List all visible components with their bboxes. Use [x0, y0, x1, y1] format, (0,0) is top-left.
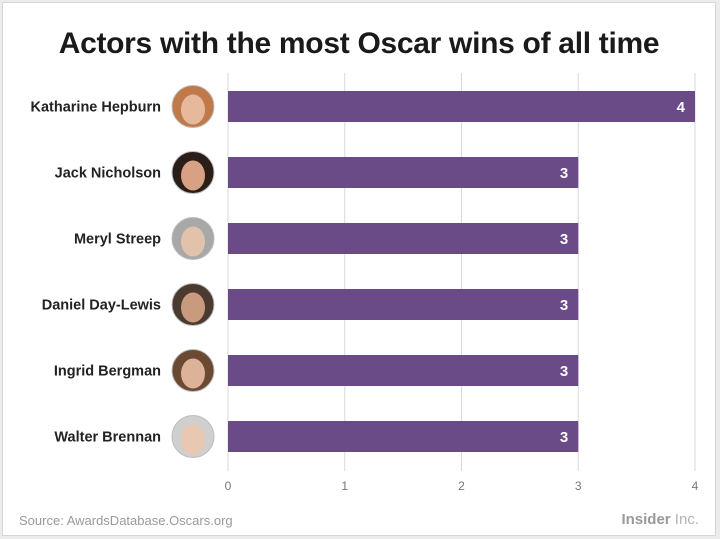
avatar-face	[181, 94, 205, 125]
avatar-ring	[171, 349, 215, 392]
x-tick-label: 0	[225, 479, 232, 493]
data-label: 3	[560, 165, 568, 182]
category-label: Jack Nicholson	[55, 166, 161, 182]
brand-suffix: Inc.	[670, 511, 699, 528]
x-tick-label: 3	[575, 479, 582, 493]
category-label: Katharine Hepburn	[30, 100, 161, 116]
chart-title: Actors with the most Oscar wins of all t…	[58, 27, 660, 60]
data-label: 3	[560, 297, 568, 314]
category-label: Daniel Day-Lewis	[42, 298, 161, 314]
bar	[228, 223, 579, 254]
bar	[228, 289, 579, 320]
data-label: 4	[677, 99, 686, 116]
brand-logo: Insider Inc.	[621, 511, 699, 528]
avatars	[171, 85, 215, 458]
avatar-face	[181, 160, 205, 191]
bars: 4 3 3 3 3 3	[228, 91, 695, 452]
data-label: 3	[560, 429, 568, 446]
bar	[228, 421, 579, 452]
data-label: 3	[560, 363, 568, 380]
avatar-ring	[171, 283, 215, 326]
x-tick-label: 1	[341, 479, 348, 493]
avatar-ring	[171, 85, 215, 128]
data-label: 3	[560, 231, 568, 248]
bar	[228, 157, 579, 188]
x-axis-ticks: 0 1 2 3 4	[225, 479, 699, 493]
source-note: Source: AwardsDatabase.Oscars.org	[19, 513, 233, 528]
x-tick-label: 2	[458, 479, 465, 493]
bar	[228, 91, 695, 122]
avatar-face	[181, 358, 205, 389]
avatar-face	[181, 424, 205, 455]
brand-name: Insider	[621, 511, 671, 528]
grid-lines	[227, 73, 696, 471]
x-tick-label: 4	[692, 479, 699, 493]
avatar-ring	[171, 151, 215, 194]
category-label: Ingrid Bergman	[54, 364, 161, 380]
avatar-face	[181, 292, 205, 323]
bar-chart: 4 3 3 3 3 3 Katharine Hepburn Jack Nicholson Me…	[30, 73, 699, 493]
category-label: Meryl Streep	[74, 232, 161, 248]
category-labels: Katharine Hepburn Jack Nicholson Meryl Str…	[30, 100, 161, 446]
avatar-face	[181, 226, 205, 257]
avatar-ring	[171, 415, 215, 458]
bar	[228, 355, 579, 386]
avatar-ring	[171, 217, 215, 260]
category-label: Walter Brennan	[54, 430, 161, 446]
